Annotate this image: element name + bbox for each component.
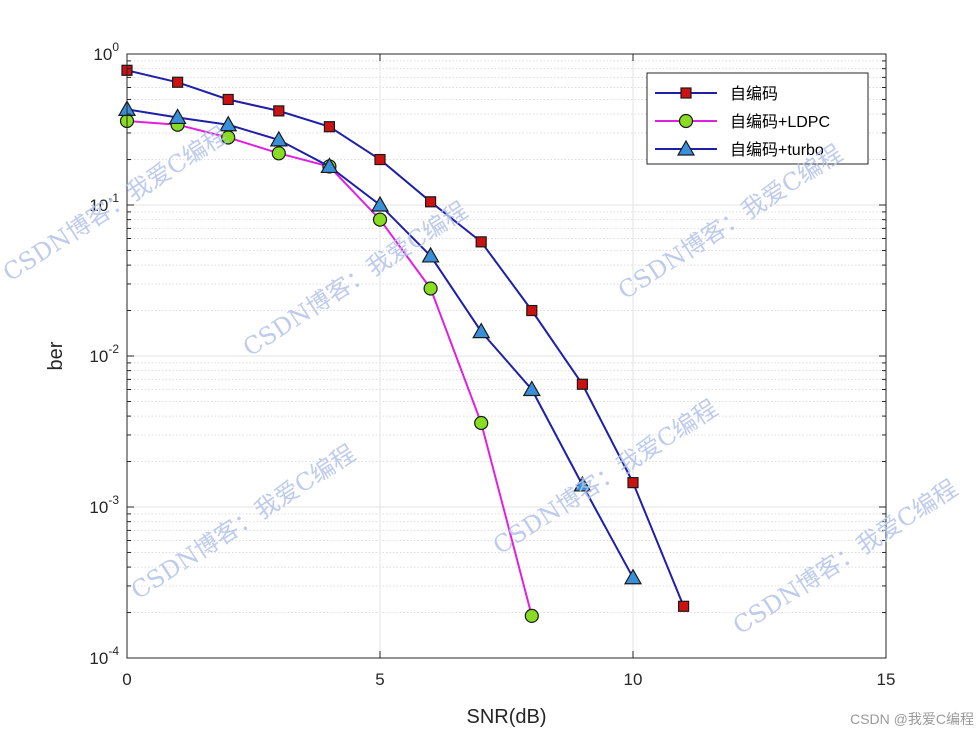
series-line — [126, 69, 685, 607]
legend-label: 自编码 — [730, 85, 778, 103]
series-layer — [117, 64, 690, 624]
square-marker — [576, 378, 589, 390]
x-tick-label: 10 — [624, 670, 643, 689]
circle-marker — [678, 113, 694, 129]
square-marker — [677, 600, 690, 612]
x-tick-label: 0 — [122, 670, 131, 689]
square-marker — [425, 196, 437, 208]
x-axis-label: SNR(dB) — [466, 706, 546, 728]
triangle-marker — [573, 475, 592, 492]
square-marker — [323, 121, 335, 133]
circle-marker — [271, 146, 286, 161]
triangle-marker — [320, 157, 339, 174]
square-marker — [172, 76, 184, 88]
square-marker — [526, 304, 538, 317]
y-tick-label: 10-2 — [89, 342, 119, 366]
square-marker — [475, 236, 487, 248]
y-tick-label: 10-4 — [89, 644, 119, 668]
x-tick-label: 15 — [877, 670, 896, 689]
square-marker — [374, 153, 386, 166]
triangle-marker — [472, 322, 491, 339]
y-tick-label: 10-3 — [89, 493, 119, 517]
triangle-marker — [219, 115, 238, 132]
legend-entry: 自编码+LDPC — [655, 113, 830, 131]
triangle-marker — [370, 195, 390, 212]
triangle-marker — [676, 139, 696, 156]
x-tick-labels: 0 5 10 15 — [122, 670, 895, 689]
y-tick-label: 10-1 — [89, 191, 119, 215]
axis-ticks — [126, 53, 887, 659]
circle-marker — [372, 212, 388, 227]
triangle-marker — [522, 380, 541, 397]
triangle-marker — [269, 130, 288, 147]
y-tick-label: 100 — [93, 40, 119, 64]
square-marker — [273, 105, 285, 117]
triangle-marker — [168, 108, 187, 125]
series-1 — [121, 64, 690, 612]
triangle-marker — [421, 246, 440, 263]
square-marker — [627, 477, 639, 489]
series-3 — [117, 100, 643, 585]
circle-marker — [474, 415, 489, 431]
square-marker — [222, 93, 234, 106]
credit-text: CSDN @我爱C编程 — [850, 711, 974, 727]
triangle-marker — [623, 568, 643, 585]
legend-entry: 自编码+turbo — [655, 139, 824, 159]
square-marker — [680, 87, 692, 99]
circle-marker — [423, 281, 438, 296]
legend-label: 自编码+turbo — [730, 141, 824, 159]
circle-marker — [524, 608, 539, 624]
legend-label: 自编码+LDPC — [730, 113, 830, 131]
y-tick-labels: 100 10-1 10-2 10-3 10-4 — [89, 40, 119, 668]
y-axis-label: ber — [45, 341, 67, 370]
x-tick-label: 5 — [375, 670, 384, 689]
legend-entry: 自编码 — [655, 85, 778, 103]
